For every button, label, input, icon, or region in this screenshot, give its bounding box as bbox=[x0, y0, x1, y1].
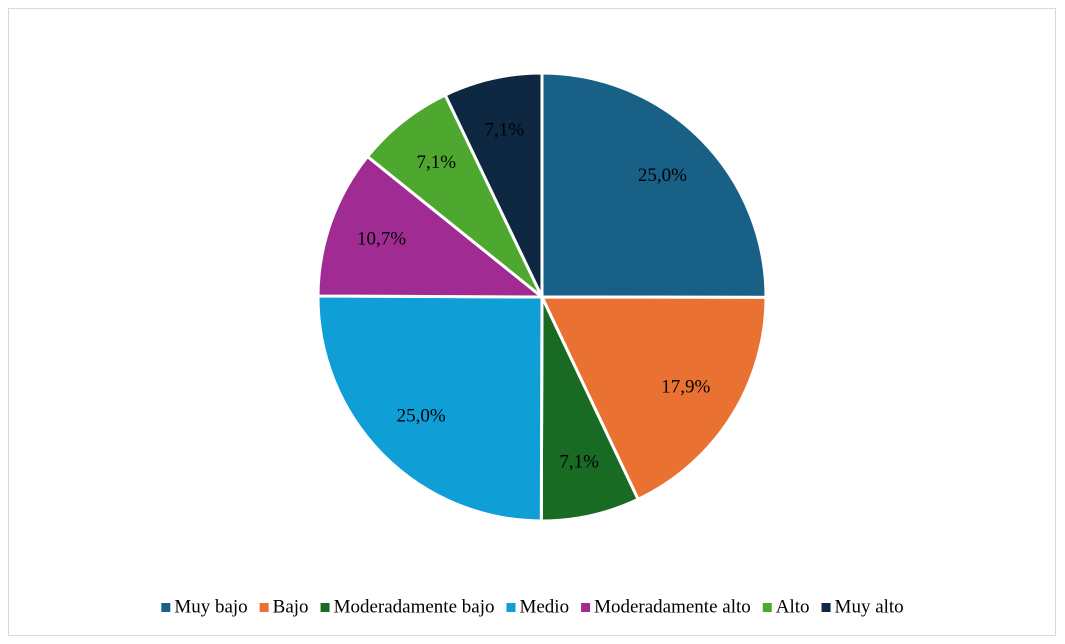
pie-slice bbox=[539, 295, 768, 502]
legend-label: Alto bbox=[776, 596, 810, 617]
legend-swatch bbox=[161, 603, 171, 612]
legend-swatch bbox=[506, 603, 516, 612]
legend-swatch bbox=[762, 603, 772, 612]
legend-label: Bajo bbox=[273, 596, 309, 617]
data-label: 7,1% bbox=[559, 451, 599, 472]
legend-swatch bbox=[320, 603, 330, 612]
legend-swatch bbox=[259, 603, 269, 612]
pie-slice bbox=[316, 294, 544, 523]
data-label: 17,9% bbox=[661, 376, 710, 397]
pie-slice bbox=[539, 296, 641, 523]
pie-slice bbox=[443, 71, 544, 298]
legend-label: Moderadamente alto bbox=[594, 596, 751, 617]
pie-slice bbox=[365, 92, 544, 299]
legend-swatch bbox=[581, 603, 591, 612]
data-label: 25,0% bbox=[397, 405, 446, 426]
data-label: 7,1% bbox=[485, 119, 525, 140]
legend-label: Muy bajo bbox=[174, 596, 247, 617]
pie-slice bbox=[540, 71, 768, 299]
legend-label: Muy alto bbox=[835, 596, 904, 617]
legend-label: Moderadamente bajo bbox=[334, 596, 495, 617]
legend-label: Medio bbox=[519, 596, 569, 617]
data-label: 10,7% bbox=[357, 228, 406, 249]
data-label: 7,1% bbox=[417, 152, 457, 173]
legend-swatch bbox=[821, 603, 831, 612]
pie-slice bbox=[316, 154, 547, 299]
data-label: 25,0% bbox=[638, 165, 687, 186]
legend: Muy bajo Bajo Moderadamente bajo Medio Moder… bbox=[161, 596, 904, 617]
